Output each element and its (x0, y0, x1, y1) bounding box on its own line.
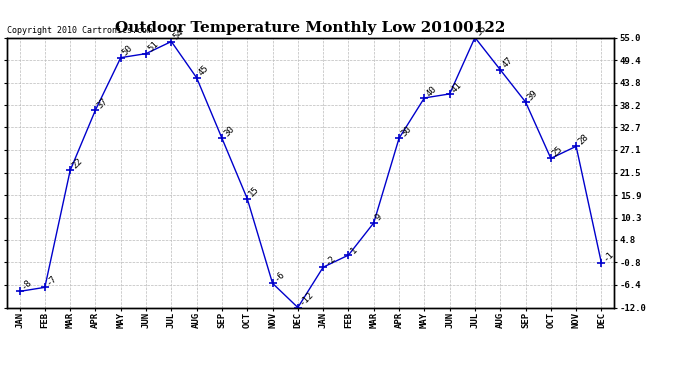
Text: 50: 50 (121, 44, 135, 58)
Text: Copyright 2010 Cartronics.com: Copyright 2010 Cartronics.com (7, 26, 152, 35)
Text: 51: 51 (146, 40, 160, 54)
Text: -2: -2 (323, 253, 337, 267)
Text: -1: -1 (602, 249, 615, 263)
Text: 41: 41 (450, 80, 464, 94)
Text: 9: 9 (374, 213, 384, 223)
Title: Outdoor Temperature Monthly Low 20100122: Outdoor Temperature Monthly Low 20100122 (115, 21, 506, 35)
Text: -6: -6 (273, 269, 286, 284)
Text: -8: -8 (19, 278, 34, 291)
Text: 45: 45 (197, 64, 210, 78)
Text: 30: 30 (222, 124, 236, 138)
Text: 15: 15 (247, 185, 262, 199)
Text: 55: 55 (475, 24, 489, 38)
Text: 28: 28 (576, 132, 590, 146)
Text: 39: 39 (526, 88, 540, 102)
Text: 22: 22 (70, 156, 84, 171)
Text: 54: 54 (171, 28, 186, 42)
Text: -7: -7 (45, 273, 59, 287)
Text: 40: 40 (424, 84, 438, 98)
Text: 30: 30 (399, 124, 413, 138)
Text: 37: 37 (95, 96, 110, 110)
Text: 25: 25 (551, 144, 565, 158)
Text: 1: 1 (348, 245, 359, 255)
Text: 47: 47 (500, 56, 514, 70)
Text: -12: -12 (298, 290, 315, 308)
